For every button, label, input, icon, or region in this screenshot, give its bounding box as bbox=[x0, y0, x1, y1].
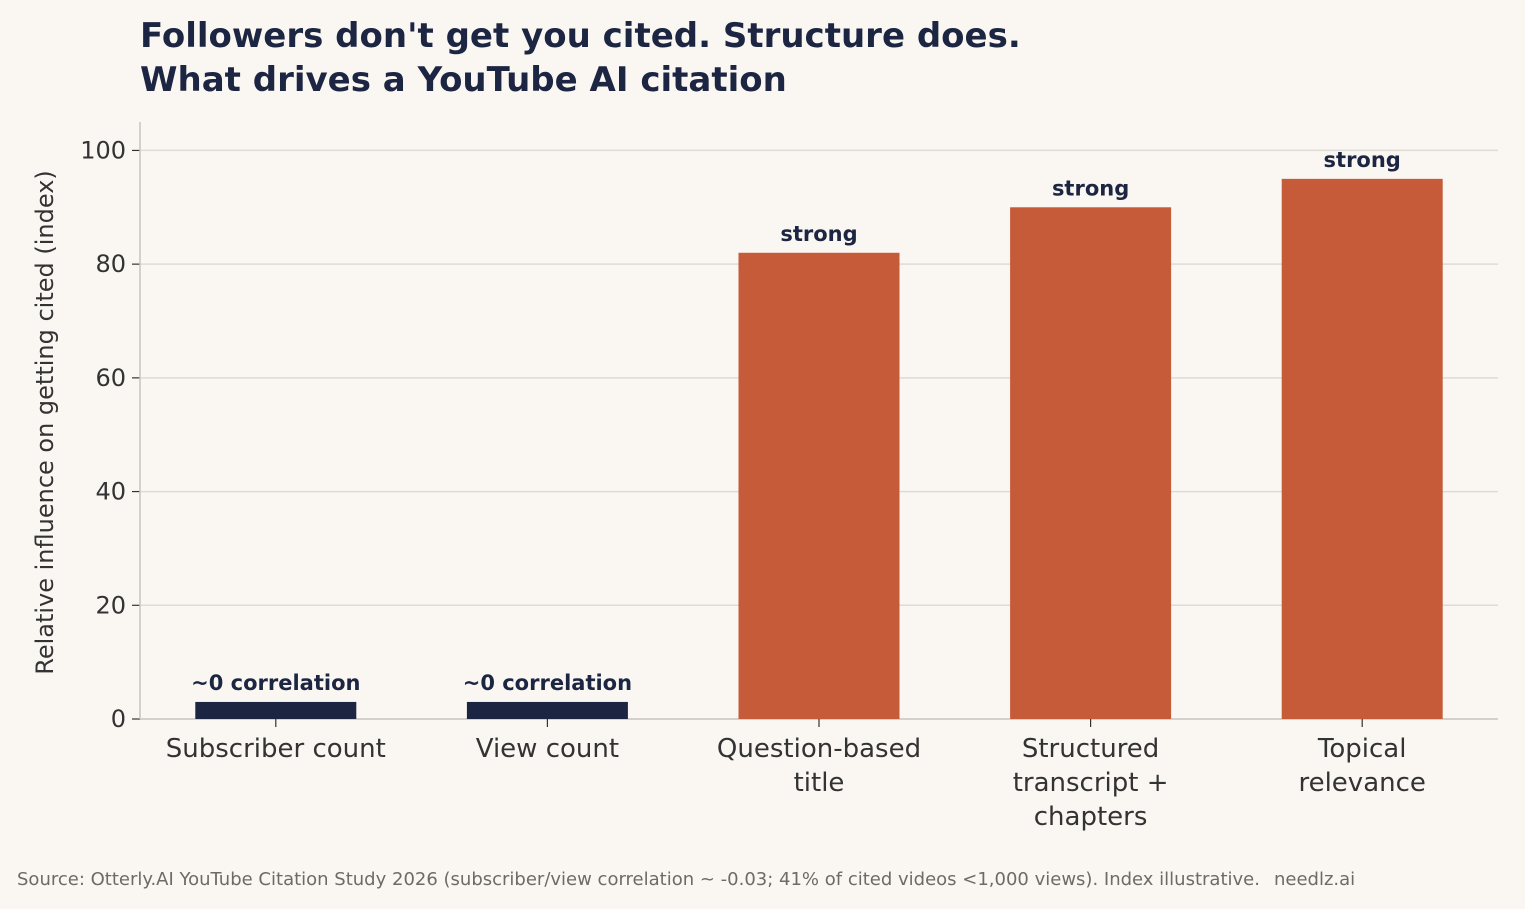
x-tick-label-line: Topical bbox=[1317, 734, 1407, 764]
bar bbox=[1281, 178, 1443, 719]
source-note: Source: Otterly.AI YouTube Citation Stud… bbox=[17, 869, 1260, 890]
x-tick-label-line: transcript + bbox=[1013, 768, 1169, 798]
data-label: strong bbox=[1324, 148, 1401, 172]
y-tick-label: 40 bbox=[95, 478, 126, 506]
x-tick-label-line: Subscriber count bbox=[166, 734, 386, 764]
y-axis-label: Relative influence on getting cited (ind… bbox=[31, 170, 59, 675]
x-tick-label: Structured transcript + chapters bbox=[1013, 734, 1169, 832]
x-tick-label-line: Question-based bbox=[717, 734, 921, 764]
data-label: ~0 correlation bbox=[463, 671, 632, 695]
title-line-2: What drives a YouTube AI citation bbox=[140, 60, 787, 100]
x-tick-label-line: relevance bbox=[1298, 768, 1425, 798]
y-tick-label: 20 bbox=[95, 591, 126, 619]
footer: Source: Otterly.AI YouTube Citation Stud… bbox=[17, 869, 1355, 890]
chart-title: Followers don't get you cited. Structure… bbox=[140, 14, 1021, 102]
bar bbox=[195, 701, 357, 719]
x-tick-label: Subscriber count bbox=[166, 734, 386, 764]
data-label: strong bbox=[1052, 176, 1129, 200]
bar bbox=[1010, 207, 1172, 720]
data-label: strong bbox=[780, 222, 857, 246]
x-tick-label: View count bbox=[476, 734, 619, 764]
x-tick-label-line: View count bbox=[476, 734, 619, 764]
data-label: ~0 correlation bbox=[191, 671, 360, 695]
x-tick-label: Topical relevance bbox=[1298, 734, 1425, 798]
brand-name: needlz.ai bbox=[1273, 869, 1356, 890]
y-tick-label: 60 bbox=[95, 364, 126, 392]
y-tick-label: 0 bbox=[111, 705, 126, 733]
y-tick-label: 100 bbox=[80, 136, 126, 164]
bar bbox=[738, 252, 900, 719]
x-tick-label-line: title bbox=[794, 768, 845, 798]
x-tick-label-line: chapters bbox=[1034, 802, 1148, 832]
bar bbox=[466, 701, 628, 719]
y-tick-label: 80 bbox=[95, 250, 126, 278]
title-line-1: Followers don't get you cited. Structure… bbox=[140, 16, 1021, 56]
x-tick-label: Question-based title bbox=[717, 734, 921, 798]
x-tick-label-line: Structured bbox=[1022, 734, 1159, 764]
